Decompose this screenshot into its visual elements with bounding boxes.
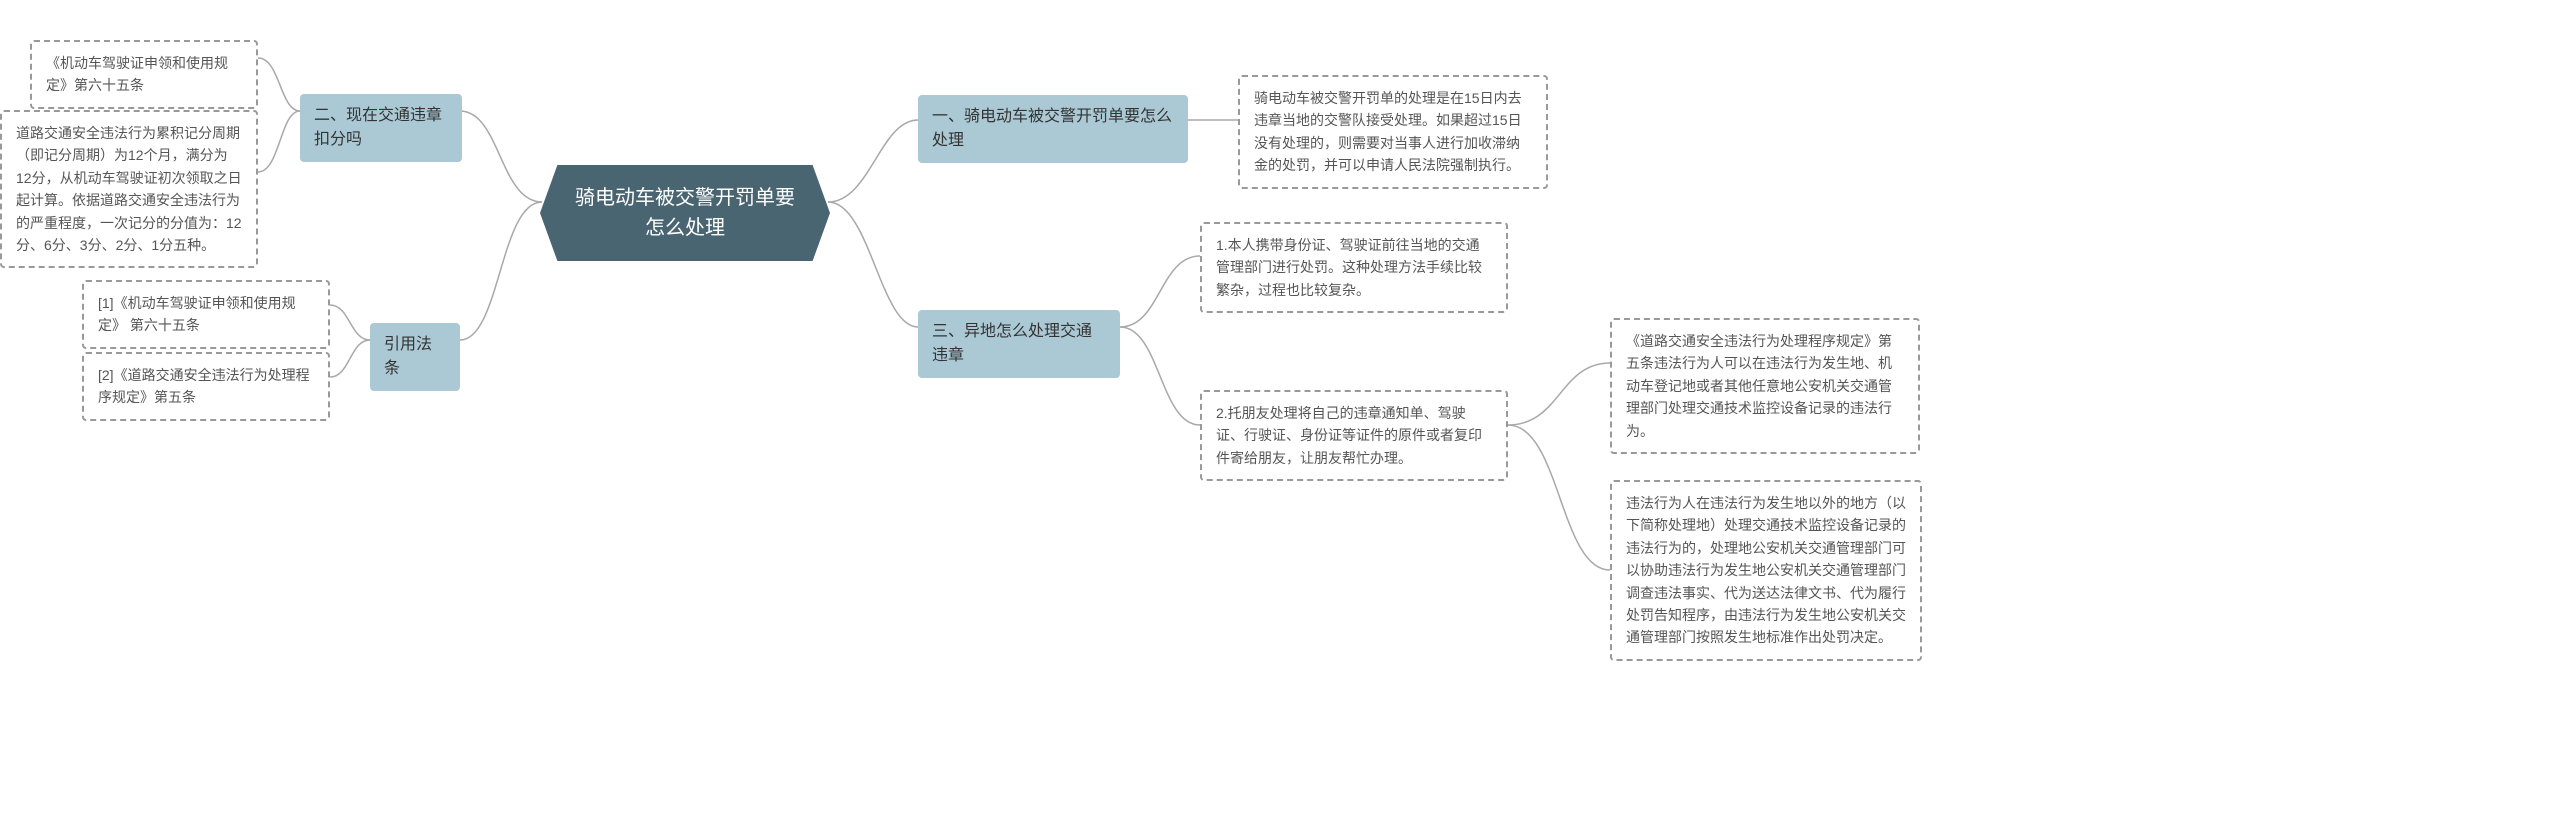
branch-2: 二、现在交通违章扣分吗 — [300, 94, 462, 162]
leaf-b3l2b-text: 违法行为人在违法行为发生地以外的地方（以下简称处理地）处理交通技术监控设备记录的… — [1626, 492, 1906, 649]
branch-4: 引用法条 — [370, 323, 460, 391]
branch-3: 三、异地怎么处理交通违章 — [918, 310, 1120, 378]
leaf-b3l1: 1.本人携带身份证、驾驶证前往当地的交通管理部门进行处罚。这种处理方法手续比较繁… — [1200, 222, 1508, 313]
leaf-b3l1-text: 1.本人携带身份证、驾驶证前往当地的交通管理部门进行处罚。这种处理方法手续比较繁… — [1216, 234, 1492, 301]
leaf-b3l2-text: 2.托朋友处理将自己的违章通知单、驾驶证、行驶证、身份证等证件的原件或者复印件寄… — [1216, 402, 1492, 469]
root-label: 骑电动车被交警开罚单要怎么处理 — [570, 183, 800, 243]
leaf-b3l2b: 违法行为人在违法行为发生地以外的地方（以下简称处理地）处理交通技术监控设备记录的… — [1610, 480, 1922, 661]
leaf-b1l1: 骑电动车被交警开罚单的处理是在15日内去违章当地的交警队接受处理。如果超过15日… — [1238, 75, 1548, 189]
leaf-b2l1-text: 《机动车驾驶证申领和使用规定》第六十五条 — [46, 52, 242, 97]
leaf-b4l1-text: [1]《机动车驾驶证申领和使用规定》 第六十五条 — [98, 292, 314, 337]
leaf-b1l1-text: 骑电动车被交警开罚单的处理是在15日内去违章当地的交警队接受处理。如果超过15日… — [1254, 87, 1532, 177]
leaf-b2l1: 《机动车驾驶证申领和使用规定》第六十五条 — [30, 40, 258, 109]
branch-4-label: 引用法条 — [384, 333, 446, 381]
leaf-b2l2-text: 道路交通安全违法行为累积记分周期（即记分周期）为12个月，满分为12分，从机动车… — [16, 122, 242, 256]
leaf-b4l2: [2]《道路交通安全违法行为处理程序规定》第五条 — [82, 352, 330, 421]
leaf-b3l2a-text: 《道路交通安全违法行为处理程序规定》第五条违法行为人可以在违法行为发生地、机动车… — [1626, 330, 1904, 442]
leaf-b4l1: [1]《机动车驾驶证申领和使用规定》 第六十五条 — [82, 280, 330, 349]
leaf-b4l2-text: [2]《道路交通安全违法行为处理程序规定》第五条 — [98, 364, 314, 409]
branch-1-label: 一、骑电动车被交警开罚单要怎么处理 — [932, 105, 1174, 153]
leaf-b3l2a: 《道路交通安全违法行为处理程序规定》第五条违法行为人可以在违法行为发生地、机动车… — [1610, 318, 1920, 454]
branch-1: 一、骑电动车被交警开罚单要怎么处理 — [918, 95, 1188, 163]
branch-2-label: 二、现在交通违章扣分吗 — [314, 104, 448, 152]
leaf-b3l2: 2.托朋友处理将自己的违章通知单、驾驶证、行驶证、身份证等证件的原件或者复印件寄… — [1200, 390, 1508, 481]
root-node: 骑电动车被交警开罚单要怎么处理 — [540, 165, 830, 261]
branch-3-label: 三、异地怎么处理交通违章 — [932, 320, 1106, 368]
leaf-b2l2: 道路交通安全违法行为累积记分周期（即记分周期）为12个月，满分为12分，从机动车… — [0, 110, 258, 268]
